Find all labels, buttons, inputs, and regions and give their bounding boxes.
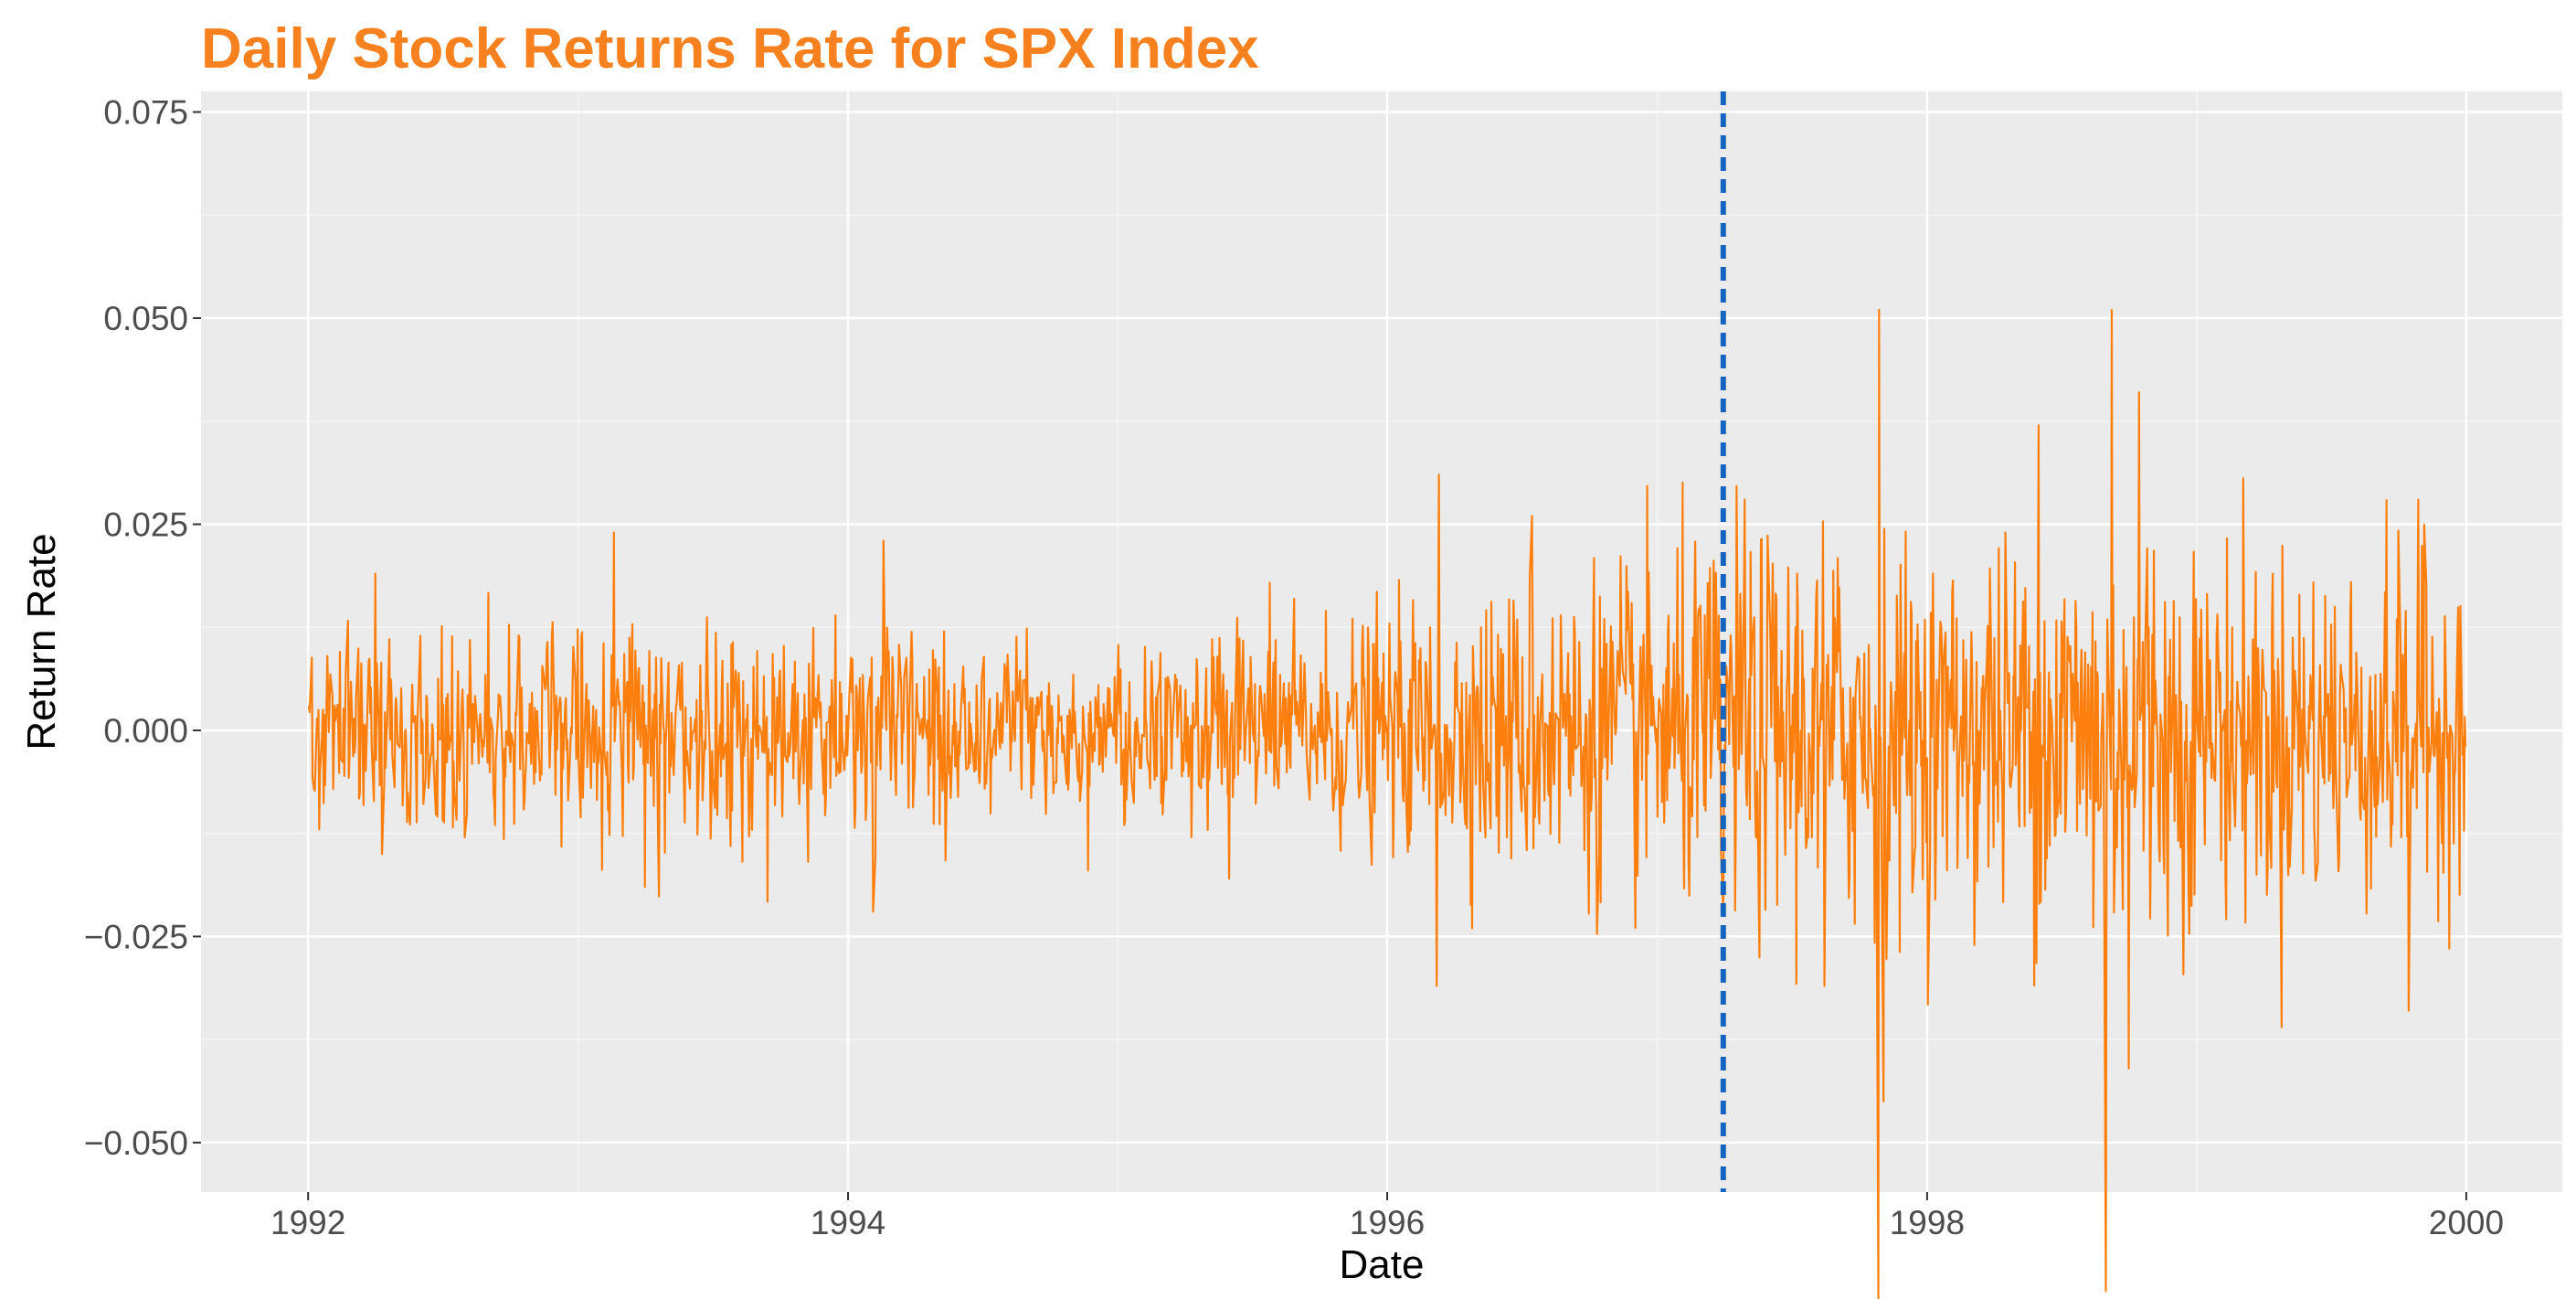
x-tick-label: 1996 bbox=[1350, 1204, 1425, 1241]
x-axis-title: Date bbox=[1340, 1242, 1425, 1287]
y-tick-label: 0.000 bbox=[103, 712, 188, 750]
series-line bbox=[307, 308, 2467, 1299]
plot-panel bbox=[201, 91, 2562, 1192]
y-axis-title: Return Rate bbox=[19, 533, 64, 750]
y-tick-label: −0.050 bbox=[84, 1124, 188, 1162]
y-tick-label: 0.075 bbox=[103, 94, 188, 132]
axis-ticks bbox=[193, 111, 2467, 1200]
x-tick-label: 2000 bbox=[2429, 1204, 2504, 1241]
x-tick-label: 1994 bbox=[811, 1204, 885, 1241]
y-tick-label: 0.050 bbox=[103, 300, 188, 337]
x-tick-label: 1992 bbox=[270, 1204, 345, 1241]
y-tick-label: 0.025 bbox=[103, 506, 188, 543]
y-tick-labels: 0.075 0.050 0.025 0.000 −0.025 −0.050 bbox=[84, 94, 188, 1162]
y-tick-label: −0.025 bbox=[84, 918, 188, 955]
series-layer bbox=[307, 308, 2467, 1299]
x-tick-labels: 1992 1994 1996 1998 2000 bbox=[270, 1204, 2504, 1241]
chart-title: Daily Stock Returns Rate for SPX Index bbox=[201, 17, 1259, 80]
x-tick-label: 1998 bbox=[1890, 1204, 1965, 1241]
